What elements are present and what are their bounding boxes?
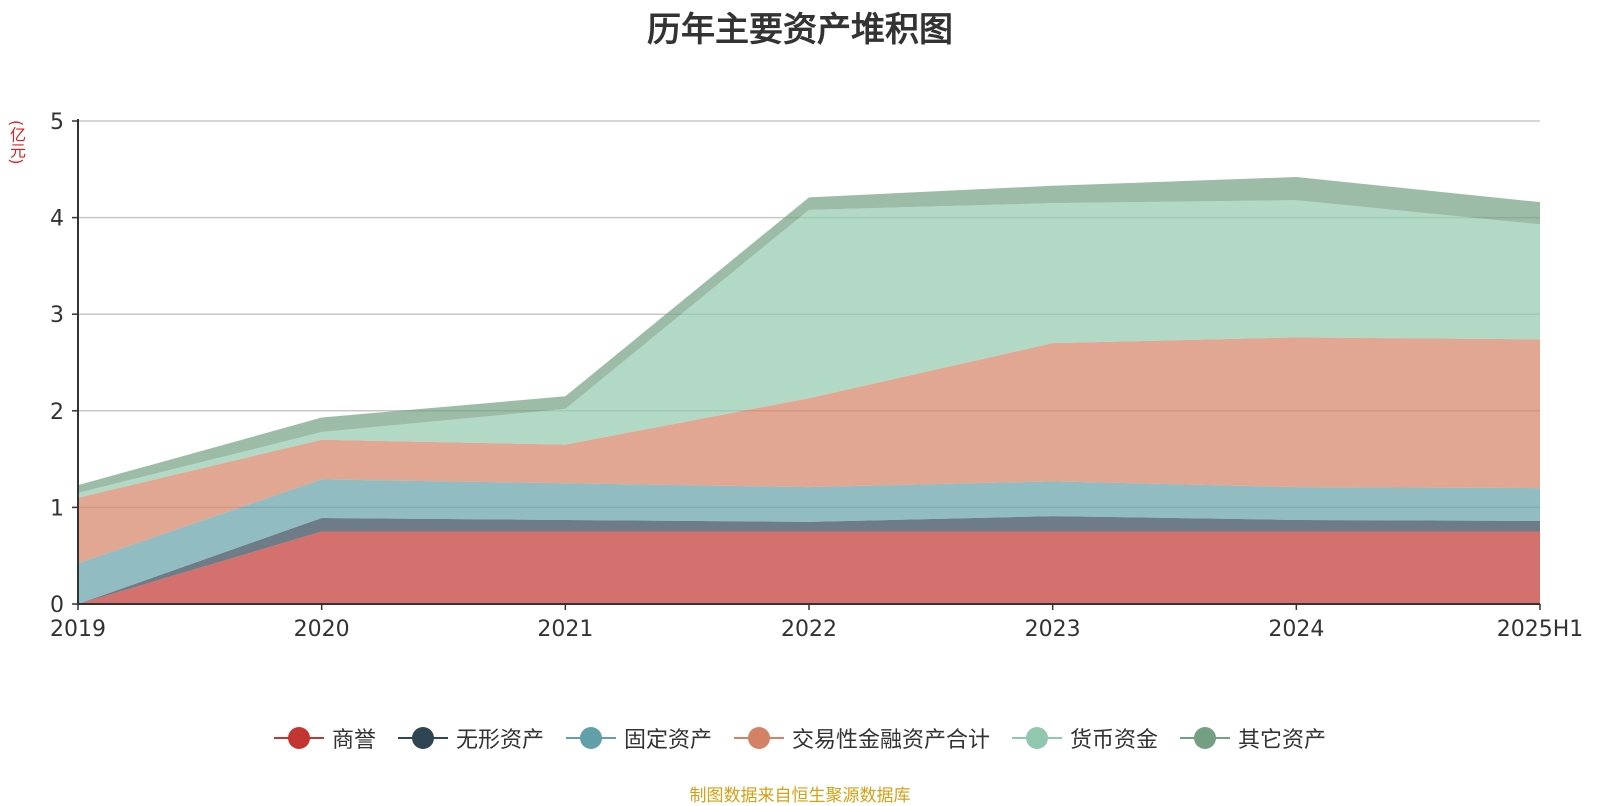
x-tick-label: 2019 (50, 617, 106, 642)
legend-item[interactable]: 其它资产 (1180, 722, 1326, 754)
legend-item[interactable]: 固定资产 (565, 722, 712, 754)
legend-marker-dot (1026, 727, 1049, 749)
legend-item[interactable]: 交易性金融资产合计 (734, 722, 990, 754)
x-tick-label: 2022 (781, 617, 837, 642)
x-tick-label: 2023 (1025, 617, 1081, 642)
legend-marker-icon (397, 727, 448, 749)
legend-marker-dot (287, 727, 310, 749)
legend-item[interactable]: 货币资金 (1012, 722, 1158, 754)
data-source-note: 制图数据来自恒生聚源数据库 (689, 786, 911, 806)
y-tick-label: 2 (50, 400, 64, 425)
area-series-4 (78, 200, 1540, 498)
x-tick-label: 2025H1 (1497, 617, 1584, 642)
legend-marker-dot (1194, 727, 1217, 749)
y-tick-label: 0 (50, 593, 64, 618)
area-series-3 (78, 337, 1540, 564)
legend-label: 商誉 (331, 728, 376, 753)
legend-marker-icon (273, 727, 324, 749)
y-tick-label: 5 (50, 110, 64, 135)
x-tick-labels: 2019 2020 2021 2022 2023 2024 2025H1 (50, 617, 1583, 642)
legend-item[interactable]: 无形资产 (397, 722, 544, 754)
legend-marker-icon (565, 727, 616, 749)
y-tick-label: 1 (50, 496, 64, 521)
x-tick-label: 2021 (537, 617, 593, 642)
area-series-2 (78, 479, 1540, 604)
y-axis-unit-label: (亿元) (7, 120, 26, 165)
legend-label: 固定资产 (623, 728, 712, 753)
area-series-0 (78, 531, 1540, 604)
y-tick-labels: 0 1 2 3 4 5 (50, 110, 64, 618)
area-series-group (78, 177, 1540, 604)
area-series-1 (78, 516, 1540, 604)
x-tick-label: 2024 (1268, 617, 1324, 642)
legend-label: 无形资产 (455, 728, 544, 753)
legend-label: 货币资金 (1070, 728, 1159, 753)
legend-label: 交易性金融资产合计 (792, 728, 991, 753)
area-series-5 (78, 177, 1540, 493)
axes (77, 119, 1541, 610)
x-tick-label: 2020 (294, 617, 350, 642)
chart-title: 历年主要资产堆积图 (647, 10, 953, 50)
legend-marker-dot (579, 727, 602, 749)
legend-marker-icon (1180, 727, 1231, 749)
y-tick-label: 4 (50, 207, 64, 232)
legend-marker-icon (734, 727, 784, 749)
legend-marker-icon (1012, 727, 1063, 749)
legend-label: 其它资产 (1238, 728, 1327, 753)
y-tick-label: 3 (50, 303, 64, 328)
legend-marker-dot (748, 727, 770, 749)
legend: 商誉 无形资产 固定资产 交易性金融资产合计 货币资金 其它资产 (0, 722, 1600, 754)
legend-marker-dot (411, 727, 434, 749)
legend-item[interactable]: 商誉 (273, 722, 376, 754)
stacked-area-chart: 0 1 2 3 4 5 2019 2020 2021 2022 2023 2024 2025H1 (50, 110, 1583, 642)
